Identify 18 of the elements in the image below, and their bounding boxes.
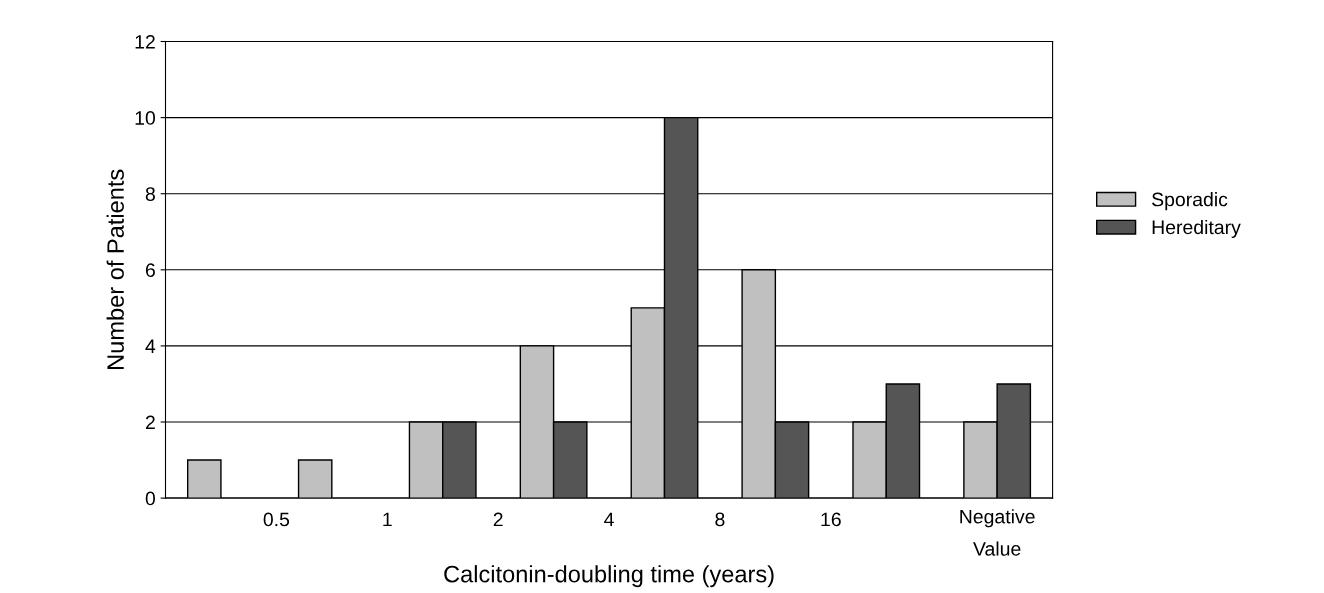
x-axis-title: Calcitonin-doubling time (years): [444, 565, 774, 588]
text: 0.5: [263, 512, 290, 527]
text: 8: [715, 512, 725, 527]
y-tick-label: 4: [145, 339, 156, 353]
y-tick-label: 10: [135, 111, 156, 125]
legend-label: Sporadic: [1152, 192, 1228, 211]
x-tick-label: Negative Value: [960, 509, 1035, 556]
y-axis-title: Number of Patients: [106, 169, 124, 369]
y-tick-label: 0: [145, 491, 156, 506]
text: 2: [493, 512, 503, 527]
text: 1: [383, 512, 392, 527]
y-tick-label: 8: [145, 187, 155, 201]
y-tick-label: 2: [145, 415, 155, 430]
y-tick-label: 6: [145, 263, 155, 278]
legend-label: Hereditary: [1152, 219, 1241, 239]
text: 4: [604, 512, 614, 527]
text: 16: [821, 512, 841, 527]
y-tick-label: 12: [135, 34, 155, 49]
